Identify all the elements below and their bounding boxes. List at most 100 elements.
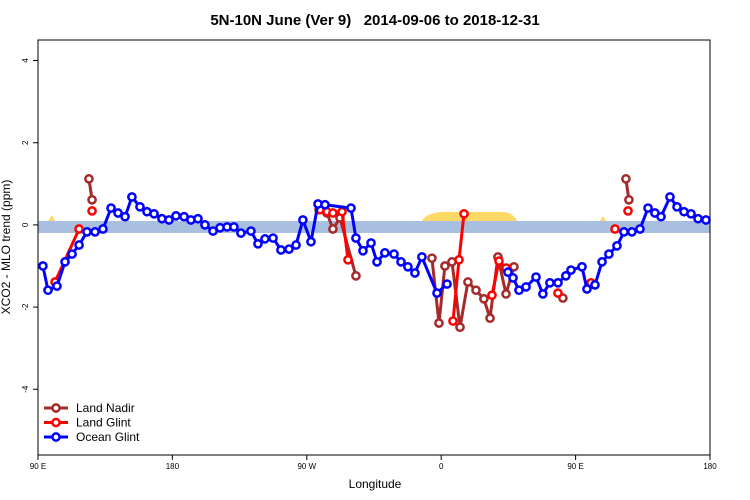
data-point <box>260 234 270 244</box>
plot-frame <box>37 39 711 456</box>
legend-marker <box>51 403 61 413</box>
background-patch <box>422 212 517 221</box>
data-point <box>448 316 458 326</box>
data-point <box>417 252 427 262</box>
data-point <box>113 208 123 218</box>
data-point <box>619 227 629 237</box>
data-point <box>298 215 308 225</box>
data-point <box>597 257 607 267</box>
data-point <box>656 211 666 222</box>
data-point <box>74 240 84 250</box>
legend-marker <box>51 432 61 442</box>
data-point <box>200 220 210 230</box>
legend-marker <box>51 417 61 428</box>
data-point <box>590 280 600 290</box>
data-point <box>440 261 450 271</box>
data-point <box>135 201 145 212</box>
data-point <box>582 284 592 294</box>
data-point <box>320 199 330 210</box>
data-point <box>485 313 495 324</box>
data-point <box>253 238 263 249</box>
data-point <box>268 233 278 243</box>
data-point <box>627 227 637 237</box>
data-point <box>127 192 137 202</box>
data-point <box>343 254 353 265</box>
data-point <box>566 265 576 275</box>
data-point <box>508 273 518 283</box>
data-point <box>672 201 682 212</box>
data-point <box>621 174 631 184</box>
data-point <box>553 288 563 298</box>
data-point <box>328 208 338 218</box>
data-point <box>358 245 368 256</box>
data-point <box>501 289 511 299</box>
data-point <box>624 194 634 205</box>
data-point <box>246 226 256 236</box>
data-point <box>149 208 159 219</box>
data-point <box>459 208 469 219</box>
data-point <box>229 222 239 232</box>
data-point <box>351 233 361 243</box>
x-tick-label: 90 W <box>297 462 316 471</box>
data-point <box>306 236 316 247</box>
data-point <box>577 261 587 272</box>
data-point <box>503 267 513 278</box>
plot-area <box>38 174 711 333</box>
data-point <box>604 249 614 259</box>
legend-label: Land Nadir <box>76 401 135 415</box>
data-point <box>372 257 382 267</box>
data-point <box>643 203 653 213</box>
data-point <box>87 194 97 205</box>
data-point <box>389 249 399 259</box>
data-point <box>164 215 174 225</box>
data-point <box>98 224 108 234</box>
data-point <box>553 277 563 288</box>
y-tick-label: 2 <box>21 140 30 145</box>
data-point <box>665 192 675 202</box>
data-point <box>90 227 100 237</box>
x-axis-label: Longitude <box>349 477 402 491</box>
x-tick-label: 180 <box>703 462 717 471</box>
data-point <box>396 257 406 267</box>
data-point <box>610 224 620 234</box>
y-tick-label: 0 <box>21 222 30 227</box>
data-point <box>561 271 571 281</box>
y-tick-label: -4 <box>21 385 30 393</box>
data-point <box>380 247 390 258</box>
data-point <box>82 227 92 237</box>
data-point <box>612 241 622 251</box>
data-point <box>427 253 437 264</box>
x-tick-label: 90 E <box>567 462 583 471</box>
data-point <box>74 224 84 234</box>
data-point <box>171 211 181 221</box>
data-point <box>38 261 48 271</box>
x-tick-label: 0 <box>439 462 444 471</box>
data-point <box>686 208 696 219</box>
data-point <box>487 290 497 301</box>
data-point <box>432 288 442 298</box>
legend-label: Ocean Glint <box>76 430 140 444</box>
x-tick-label: 90 E <box>30 462 46 471</box>
data-point <box>366 238 376 248</box>
data-point <box>337 206 347 217</box>
data-point <box>538 289 548 299</box>
data-point <box>455 322 465 333</box>
data-point <box>346 203 356 213</box>
data-point <box>60 257 70 267</box>
background-band <box>38 221 710 233</box>
chart-title: 5N-10N June (Ver 9) 2014-09-06 to 2018-1… <box>210 12 539 29</box>
data-point <box>67 249 77 259</box>
data-point <box>545 277 555 288</box>
data-point <box>635 224 645 234</box>
data-point <box>52 281 62 291</box>
data-point <box>43 285 53 296</box>
legend-label: Land Glint <box>76 416 131 430</box>
data-point <box>701 215 711 225</box>
data-point <box>87 206 97 216</box>
data-point <box>410 268 420 278</box>
data-point <box>471 285 481 296</box>
data-point <box>454 254 464 265</box>
x-tick-label: 180 <box>166 462 180 471</box>
y-axis-label: XCO2 - MLO trend (ppm) <box>0 180 13 315</box>
